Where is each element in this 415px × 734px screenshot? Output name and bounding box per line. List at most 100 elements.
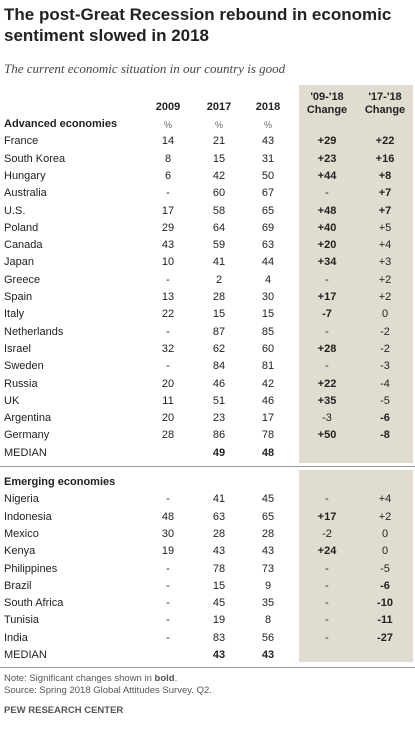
row-label: South Africa bbox=[4, 597, 64, 610]
cell: +48 bbox=[317, 204, 337, 217]
cell: - bbox=[166, 579, 170, 592]
cell: 20 bbox=[161, 377, 175, 390]
row-label: Australia bbox=[4, 187, 47, 200]
cell: +17 bbox=[317, 510, 337, 523]
unit: % bbox=[163, 120, 173, 130]
cell: +23 bbox=[317, 152, 337, 165]
cell: 44 bbox=[261, 256, 275, 269]
cell: -5 bbox=[380, 562, 390, 575]
cell: - bbox=[166, 273, 170, 286]
row-label: Russia bbox=[4, 377, 38, 390]
cell: 35 bbox=[261, 597, 275, 610]
cell: 59 bbox=[212, 239, 226, 252]
cell: -4 bbox=[380, 377, 390, 390]
cell: 15 bbox=[212, 308, 226, 321]
cell: 84 bbox=[212, 360, 226, 373]
change-header: Change bbox=[306, 104, 348, 116]
footer-rule bbox=[0, 667, 415, 668]
cell: 42 bbox=[261, 377, 275, 390]
cell: 85 bbox=[261, 325, 275, 338]
cell: 28 bbox=[161, 429, 175, 442]
cell: - bbox=[325, 631, 329, 644]
section-rule bbox=[0, 466, 415, 467]
cell: 51 bbox=[212, 394, 226, 407]
cell: +29 bbox=[317, 135, 337, 148]
cell: +4 bbox=[378, 239, 392, 252]
cell: 20 bbox=[161, 412, 175, 425]
cell: 63 bbox=[261, 239, 275, 252]
cell: 67 bbox=[261, 187, 275, 200]
cell: 43 bbox=[261, 545, 275, 558]
cell: 42 bbox=[212, 169, 226, 182]
cell: -6 bbox=[380, 412, 390, 425]
note-part: Note: Significant changes shown in bbox=[4, 673, 155, 684]
cell: 78 bbox=[212, 562, 226, 575]
cell: 15 bbox=[212, 152, 226, 165]
row-label: MEDIAN bbox=[4, 649, 47, 661]
section-title: Advanced economies bbox=[4, 118, 118, 130]
cell: 45 bbox=[261, 493, 275, 506]
row-label: Hungary bbox=[4, 169, 46, 182]
cell: 45 bbox=[212, 597, 226, 610]
column-header: 2017 bbox=[206, 101, 232, 113]
cell: +20 bbox=[317, 239, 337, 252]
cell: 17 bbox=[261, 412, 275, 425]
note-part: . bbox=[174, 673, 178, 684]
cell: 48 bbox=[261, 446, 275, 459]
change-header: '17-'18 bbox=[368, 91, 402, 103]
cell: +40 bbox=[317, 221, 337, 234]
cell: 15 bbox=[261, 308, 275, 321]
source: Source: Spring 2018 Global Attitudes Sur… bbox=[4, 685, 212, 696]
cell: 65 bbox=[261, 204, 275, 217]
cell: 50 bbox=[261, 169, 275, 182]
cell: 23 bbox=[212, 412, 226, 425]
row-label: U.S. bbox=[4, 204, 26, 217]
cell: - bbox=[325, 597, 329, 610]
credit: PEW RESEARCH CENTER bbox=[4, 705, 124, 716]
unit: % bbox=[263, 120, 273, 130]
cell: 22 bbox=[161, 308, 175, 321]
cell: 83 bbox=[212, 631, 226, 644]
cell: - bbox=[325, 579, 329, 592]
cell: 28 bbox=[261, 527, 275, 540]
cell: - bbox=[166, 187, 170, 200]
row-label: France bbox=[4, 135, 39, 148]
cell: 14 bbox=[161, 135, 175, 148]
row-label: Sweden bbox=[4, 360, 44, 373]
cell: 21 bbox=[212, 135, 226, 148]
row-label: Italy bbox=[4, 308, 25, 321]
cell: +50 bbox=[317, 429, 337, 442]
cell: +7 bbox=[378, 187, 392, 200]
cell: - bbox=[166, 562, 170, 575]
row-label: UK bbox=[4, 394, 20, 407]
cell: 0 bbox=[381, 308, 389, 321]
row-label: Germany bbox=[4, 429, 50, 442]
cell: 19 bbox=[212, 614, 226, 627]
row-label: Poland bbox=[4, 221, 39, 234]
cell: 43 bbox=[161, 239, 175, 252]
cell: 2 bbox=[215, 273, 223, 286]
cell: 63 bbox=[212, 510, 226, 523]
cell: 65 bbox=[261, 510, 275, 523]
cell: +2 bbox=[378, 510, 392, 523]
cell: 73 bbox=[261, 562, 275, 575]
cell: +35 bbox=[317, 394, 337, 407]
cell: 81 bbox=[261, 360, 275, 373]
cell: - bbox=[166, 325, 170, 338]
cell: 8 bbox=[264, 614, 272, 627]
cell: 60 bbox=[261, 342, 275, 355]
cell: -3 bbox=[380, 360, 390, 373]
cell: 48 bbox=[161, 510, 175, 523]
change-shade bbox=[299, 85, 413, 463]
cell: - bbox=[325, 614, 329, 627]
cell: -5 bbox=[380, 394, 390, 407]
cell: 30 bbox=[261, 291, 275, 303]
cell: +5 bbox=[378, 221, 392, 234]
row-label: MEDIAN bbox=[4, 446, 47, 459]
cell: - bbox=[325, 493, 329, 506]
cell: +24 bbox=[317, 545, 337, 558]
row-label: Kenya bbox=[4, 545, 36, 558]
cell: +3 bbox=[378, 256, 392, 269]
cell: 13 bbox=[161, 291, 175, 303]
